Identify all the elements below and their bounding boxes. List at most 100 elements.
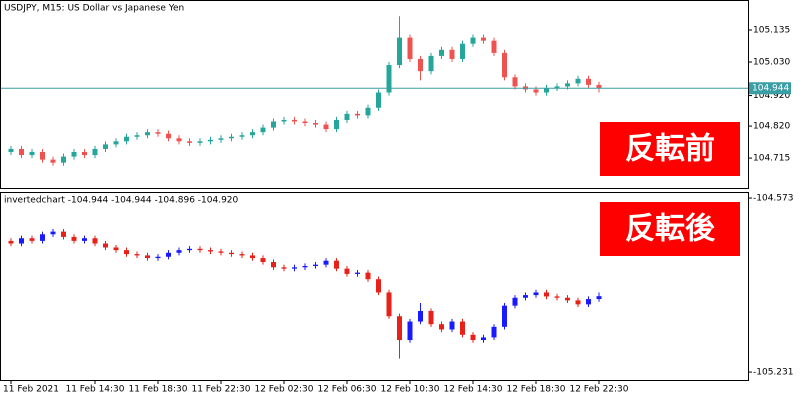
candle-body	[260, 258, 266, 263]
candle-body	[302, 266, 308, 268]
candle-body	[229, 136, 234, 139]
candle-body	[376, 92, 381, 108]
candle-body	[565, 297, 570, 301]
x-tick-label: 12 Feb 10:30	[380, 385, 439, 395]
candle-body	[481, 37, 486, 41]
candle-body	[491, 40, 497, 53]
candle-body	[29, 152, 35, 156]
candle-body	[533, 89, 539, 93]
candle-body	[29, 238, 35, 241]
candle-body	[470, 37, 476, 44]
y-tick-label: 104.920	[753, 91, 790, 101]
candle-body	[40, 234, 45, 241]
candle-body	[449, 49, 455, 59]
candle-body	[407, 321, 413, 341]
candle-body	[124, 136, 129, 142]
candle-body	[470, 334, 476, 341]
candle-body	[344, 113, 350, 120]
candle-body	[113, 247, 119, 251]
candle-body	[533, 292, 539, 296]
candle-body	[554, 296, 560, 298]
candle-body	[113, 141, 119, 145]
candle-body	[61, 156, 66, 163]
candle-body	[166, 252, 171, 257]
candle-body	[355, 113, 360, 116]
candle-body	[197, 248, 203, 251]
candle-body	[208, 139, 213, 142]
candle-body	[187, 248, 192, 251]
candle-body	[523, 295, 528, 298]
candle-body	[586, 78, 591, 85]
candle-body	[92, 148, 98, 156]
candle-body	[281, 119, 287, 122]
candle-body	[544, 87, 549, 93]
candle-body	[502, 305, 507, 327]
candle-body	[271, 121, 276, 128]
candle-body	[145, 132, 150, 136]
x-tick-label: 12 Feb 06:30	[317, 385, 376, 395]
candle-body	[313, 123, 318, 125]
candle-body	[40, 152, 45, 160]
candle-body	[397, 37, 402, 66]
candle-body	[334, 119, 339, 130]
candle-body	[292, 119, 297, 122]
annotation-badge	[600, 202, 740, 256]
candle-body	[50, 231, 56, 235]
candle-body	[103, 144, 108, 149]
candle-body	[407, 37, 413, 59]
candle-body	[334, 260, 339, 269]
x-tick-label: 12 Feb 18:30	[506, 385, 565, 395]
candle-body	[208, 250, 213, 252]
candle-body	[71, 236, 77, 241]
candle-body	[229, 252, 234, 255]
candle-body	[491, 326, 497, 338]
chart-title: invertedchart -104.944 -104.944 -104.896…	[4, 196, 239, 206]
candle-body	[544, 292, 549, 297]
candle-body	[386, 65, 392, 93]
candle-body	[344, 268, 350, 274]
pane-frame	[0, 192, 749, 381]
candle-body	[176, 138, 182, 142]
x-tick-label: 11 Feb 2021	[3, 385, 59, 395]
candle-body	[586, 299, 591, 305]
annotation-text: 反転後	[625, 212, 716, 247]
candle-body	[376, 279, 381, 293]
x-tick-label: 12 Feb 22:30	[569, 385, 628, 395]
candle-body	[19, 148, 24, 156]
candle-body	[61, 231, 66, 237]
candle-body	[512, 297, 518, 306]
candle-body	[302, 121, 308, 124]
y-tick-label: 105.030	[753, 58, 790, 68]
price-label: 104.944	[752, 84, 789, 94]
candle-body	[19, 238, 24, 244]
candle-body	[418, 58, 423, 72]
candle-body	[134, 135, 140, 137]
candle-body	[512, 77, 518, 87]
candle-body	[82, 238, 87, 241]
candle-body	[239, 254, 245, 256]
candle-body	[239, 135, 245, 137]
candle-body	[428, 310, 434, 325]
candle-body	[218, 138, 224, 140]
candle-body	[82, 152, 87, 156]
candle-body	[323, 260, 329, 265]
candle-body	[92, 238, 98, 244]
candle-body	[50, 159, 56, 163]
x-tick-label: 11 Feb 22:30	[191, 385, 250, 395]
x-tick-label: 11 Feb 18:30	[128, 385, 187, 395]
candle-body	[386, 292, 392, 317]
candle-body	[166, 133, 171, 139]
candle-body	[187, 141, 192, 143]
candle-body	[281, 267, 287, 269]
annotation-badge	[600, 122, 740, 176]
x-tick-label: 12 Feb 02:30	[254, 385, 313, 395]
candle-body	[596, 84, 602, 89]
candle-body	[565, 83, 570, 87]
candle-body	[428, 55, 434, 72]
candle-body	[449, 321, 455, 330]
y-tick-label: 104.820	[753, 122, 790, 132]
candle-body	[554, 86, 560, 88]
candle-body	[155, 256, 161, 259]
candle-body	[71, 152, 77, 157]
